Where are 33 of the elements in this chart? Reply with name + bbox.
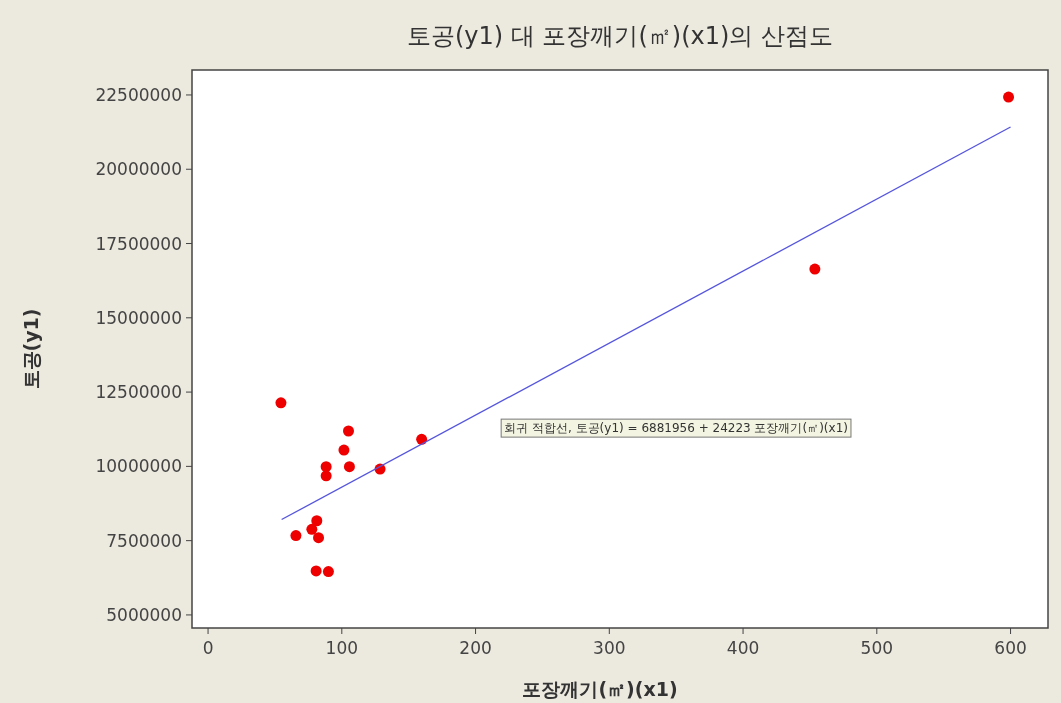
point — [310, 565, 322, 577]
y-tick-label: 10000000 — [95, 456, 182, 477]
point — [306, 523, 318, 535]
x-tick-label: 0 — [202, 638, 214, 658]
y-tick-label: 7500000 — [106, 530, 182, 551]
y-tick-label: 15000000 — [95, 307, 182, 328]
y-axis-title: 토공(y1) — [20, 308, 42, 390]
point — [809, 263, 821, 275]
point — [311, 515, 323, 527]
point — [343, 461, 355, 473]
y-tick-label: 5000000 — [106, 604, 182, 625]
x-tick-label: 100 — [325, 638, 359, 658]
y-tick-label: 20000000 — [95, 159, 182, 180]
point — [290, 530, 302, 542]
x-tick-label: 200 — [459, 638, 492, 658]
point — [338, 444, 350, 456]
y-tick-label: 22500000 — [95, 84, 182, 105]
point — [1003, 91, 1015, 103]
x-axis-title: 포장깨기(㎡)(x1) — [522, 678, 678, 700]
chart-title: 토공(y1) 대 포장깨기(㎡)(x1)의 산점도 — [406, 22, 834, 50]
y-tick-label: 12500000 — [95, 382, 182, 403]
x-tick-label: 600 — [994, 638, 1027, 658]
point — [275, 397, 287, 409]
point — [320, 470, 332, 482]
x-tick-label: 400 — [726, 638, 760, 658]
annotation: 회귀 적합선, 토공(y1) = 6881956 + 24223 포장깨기(㎡)(x1) — [504, 421, 848, 436]
point — [320, 461, 332, 473]
y-tick-label: 17500000 — [95, 233, 182, 254]
point — [322, 566, 334, 578]
x-tick-label: 500 — [860, 638, 894, 658]
x-tick-label: 300 — [593, 638, 626, 658]
point — [313, 532, 325, 544]
point — [342, 425, 354, 437]
